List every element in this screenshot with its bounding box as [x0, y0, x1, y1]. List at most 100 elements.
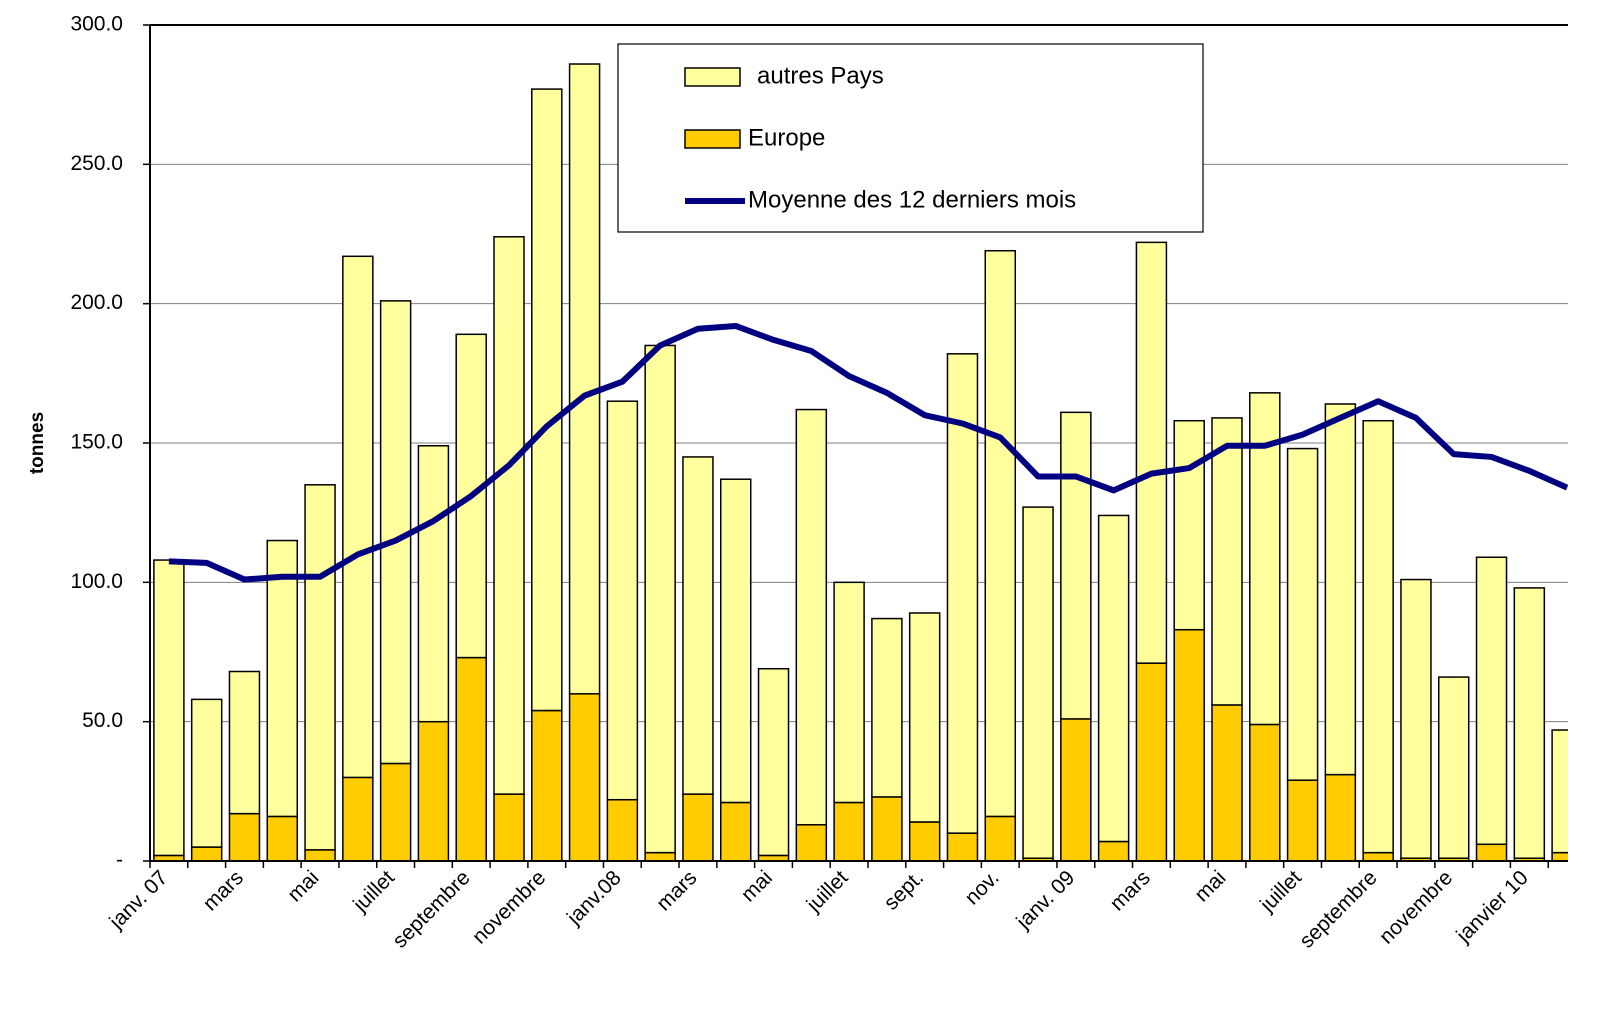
- bar-segment: [304, 849, 336, 862]
- legend-label: Moyenne des 12 derniers mois: [748, 186, 1076, 213]
- bar-segment: [1551, 729, 1568, 854]
- x-tick-label: novembre: [1375, 866, 1457, 948]
- x-tick-label: sept.: [880, 866, 928, 914]
- bar-segment: [568, 63, 601, 695]
- bar-segment: [1211, 417, 1243, 706]
- bar-segment: [1286, 779, 1319, 862]
- bar-segment: [1097, 840, 1130, 862]
- bar-segment: [719, 478, 752, 804]
- bar-segment: [1362, 419, 1394, 854]
- x-tick-label: septembre: [388, 866, 474, 952]
- x-tick-label: janv.08: [562, 866, 626, 930]
- y-tick-label: 200.0: [70, 291, 123, 314]
- legend-swatch: [684, 67, 741, 87]
- bar-segment: [757, 667, 790, 857]
- bar-segment: [266, 815, 299, 862]
- bar-segment: [606, 400, 639, 801]
- x-tick-label: janv. 09: [1011, 866, 1079, 934]
- x-tick-label: janvier 10: [1451, 866, 1532, 947]
- bar-segment: [833, 801, 865, 862]
- bar-segment: [1097, 514, 1130, 843]
- bar-segment: [871, 617, 903, 798]
- x-tick-label: mai: [737, 866, 777, 906]
- bar-segment: [455, 656, 487, 862]
- bar-segment: [1362, 851, 1394, 862]
- bar-segment: [1286, 447, 1319, 781]
- bar-segment: [1135, 241, 1168, 664]
- bar-segment: [153, 559, 185, 857]
- x-tick-label: mai: [1190, 866, 1230, 906]
- bar-segment: [1060, 411, 1092, 720]
- bar-segment: [871, 796, 903, 862]
- bar-segment: [531, 709, 563, 862]
- bar-segment: [682, 793, 714, 862]
- line-series: [168, 322, 1568, 583]
- bar-segment: [493, 793, 525, 862]
- bar-segment: [1173, 628, 1205, 862]
- x-tick-label: nov.: [960, 866, 1003, 909]
- bar-segment: [946, 353, 979, 834]
- y-tick-label: -: [116, 849, 123, 872]
- bar-segment: [795, 824, 828, 862]
- bar-segment: [984, 249, 1017, 818]
- bar-segment: [342, 255, 374, 779]
- bar-segment: [984, 815, 1017, 862]
- x-tick-label: juillet: [1255, 866, 1306, 917]
- bar-segment: [1324, 403, 1357, 776]
- bar-segment: [1022, 506, 1054, 859]
- x-tick-label: janv. 07: [104, 866, 172, 934]
- bar-segment: [228, 812, 261, 862]
- bar-segment: [1211, 704, 1243, 862]
- bar-segment: [1400, 578, 1432, 859]
- bar-segment: [644, 851, 676, 862]
- x-tick-label: juillet: [348, 866, 399, 917]
- bar-segment: [1475, 556, 1508, 846]
- bar-segment: [682, 456, 714, 795]
- legend-label: Europe: [748, 124, 825, 151]
- bar-segment: [228, 670, 261, 815]
- bar-segment: [342, 776, 374, 862]
- y-tick-label: 250.0: [70, 152, 123, 175]
- bar-segment: [795, 408, 828, 826]
- x-tick-label: mars: [199, 866, 248, 915]
- bar-segment: [417, 445, 450, 723]
- bar-segment: [908, 612, 941, 823]
- bar-segment: [1135, 662, 1168, 862]
- bar-segment: [190, 846, 223, 862]
- bar-segment: [531, 88, 563, 712]
- y-tick-label: 50.0: [82, 709, 123, 732]
- bar-segment: [644, 344, 676, 854]
- bar-segment: [568, 693, 601, 862]
- bar-segment: [379, 762, 412, 862]
- bar-segment: [908, 821, 941, 862]
- bar-segment: [1324, 773, 1357, 862]
- x-tick-label: juillet: [802, 866, 853, 917]
- bar-segment: [1513, 587, 1546, 859]
- bar-segment: [493, 236, 525, 795]
- x-tick-label: mars: [1106, 866, 1155, 915]
- x-tick-label: mai: [283, 866, 323, 906]
- y-tick-label: 100.0: [70, 570, 123, 593]
- bar-segment: [266, 539, 299, 818]
- y-tick-label: 300.0: [70, 13, 123, 36]
- bar-segment: [606, 798, 639, 862]
- x-tick-label: novembre: [468, 866, 550, 948]
- bar-segment: [946, 832, 979, 862]
- bar-segment: [417, 720, 450, 862]
- bar-segment: [1437, 676, 1470, 859]
- bar-segment: [1551, 851, 1568, 862]
- bar-segment: [304, 484, 336, 851]
- bar-segment: [190, 698, 223, 848]
- bar-segment: [833, 581, 865, 804]
- bar-segment: [1249, 723, 1281, 862]
- y-axis-title: tonnes: [27, 412, 48, 474]
- y-tick-label: 150.0: [70, 431, 123, 454]
- legend-swatch: [684, 129, 741, 149]
- bar-segment: [719, 801, 752, 862]
- bar-segment: [1475, 843, 1508, 862]
- x-tick-label: mars: [652, 866, 701, 915]
- bar-segment: [1060, 718, 1092, 862]
- bar-segment: [1173, 419, 1205, 631]
- legend-label: autres Pays: [757, 62, 884, 89]
